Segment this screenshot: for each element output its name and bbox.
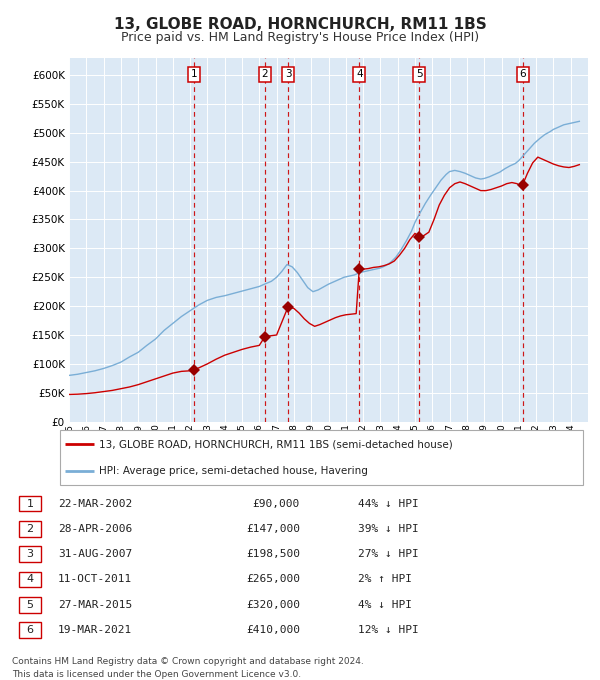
FancyBboxPatch shape: [19, 496, 41, 511]
Text: £147,000: £147,000: [246, 524, 300, 534]
FancyBboxPatch shape: [59, 430, 583, 485]
Text: £410,000: £410,000: [246, 625, 300, 635]
Text: 1: 1: [191, 69, 197, 79]
FancyBboxPatch shape: [19, 521, 41, 537]
FancyBboxPatch shape: [19, 572, 41, 588]
Text: 44% ↓ HPI: 44% ↓ HPI: [358, 498, 418, 509]
Text: £265,000: £265,000: [246, 575, 300, 584]
Text: 28-APR-2006: 28-APR-2006: [58, 524, 133, 534]
Text: Price paid vs. HM Land Registry's House Price Index (HPI): Price paid vs. HM Land Registry's House …: [121, 31, 479, 44]
Text: 39% ↓ HPI: 39% ↓ HPI: [358, 524, 418, 534]
FancyBboxPatch shape: [19, 597, 41, 613]
Text: 12% ↓ HPI: 12% ↓ HPI: [358, 625, 418, 635]
Text: 13, GLOBE ROAD, HORNCHURCH, RM11 1BS (semi-detached house): 13, GLOBE ROAD, HORNCHURCH, RM11 1BS (se…: [100, 439, 453, 449]
Text: 27% ↓ HPI: 27% ↓ HPI: [358, 549, 418, 559]
Text: 19-MAR-2021: 19-MAR-2021: [58, 625, 133, 635]
Text: 1: 1: [26, 498, 34, 509]
FancyBboxPatch shape: [19, 546, 41, 562]
Text: 2% ↑ HPI: 2% ↑ HPI: [358, 575, 412, 584]
Text: 6: 6: [519, 69, 526, 79]
Text: 6: 6: [26, 625, 34, 635]
Text: 4: 4: [356, 69, 362, 79]
FancyBboxPatch shape: [19, 622, 41, 638]
Text: 2: 2: [262, 69, 268, 79]
Text: HPI: Average price, semi-detached house, Havering: HPI: Average price, semi-detached house,…: [100, 466, 368, 475]
Text: 11-OCT-2011: 11-OCT-2011: [58, 575, 133, 584]
Text: 5: 5: [26, 600, 34, 610]
Text: £90,000: £90,000: [253, 498, 300, 509]
Text: £198,500: £198,500: [246, 549, 300, 559]
Text: Contains HM Land Registry data © Crown copyright and database right 2024.
This d: Contains HM Land Registry data © Crown c…: [12, 657, 364, 679]
Text: 3: 3: [26, 549, 34, 559]
Text: 13, GLOBE ROAD, HORNCHURCH, RM11 1BS: 13, GLOBE ROAD, HORNCHURCH, RM11 1BS: [113, 17, 487, 32]
Text: 3: 3: [285, 69, 292, 79]
Text: 31-AUG-2007: 31-AUG-2007: [58, 549, 133, 559]
Text: 27-MAR-2015: 27-MAR-2015: [58, 600, 133, 610]
Text: 4: 4: [26, 575, 34, 584]
Text: £320,000: £320,000: [246, 600, 300, 610]
Text: 5: 5: [416, 69, 422, 79]
Text: 2: 2: [26, 524, 34, 534]
Text: 4% ↓ HPI: 4% ↓ HPI: [358, 600, 412, 610]
Text: 22-MAR-2002: 22-MAR-2002: [58, 498, 133, 509]
